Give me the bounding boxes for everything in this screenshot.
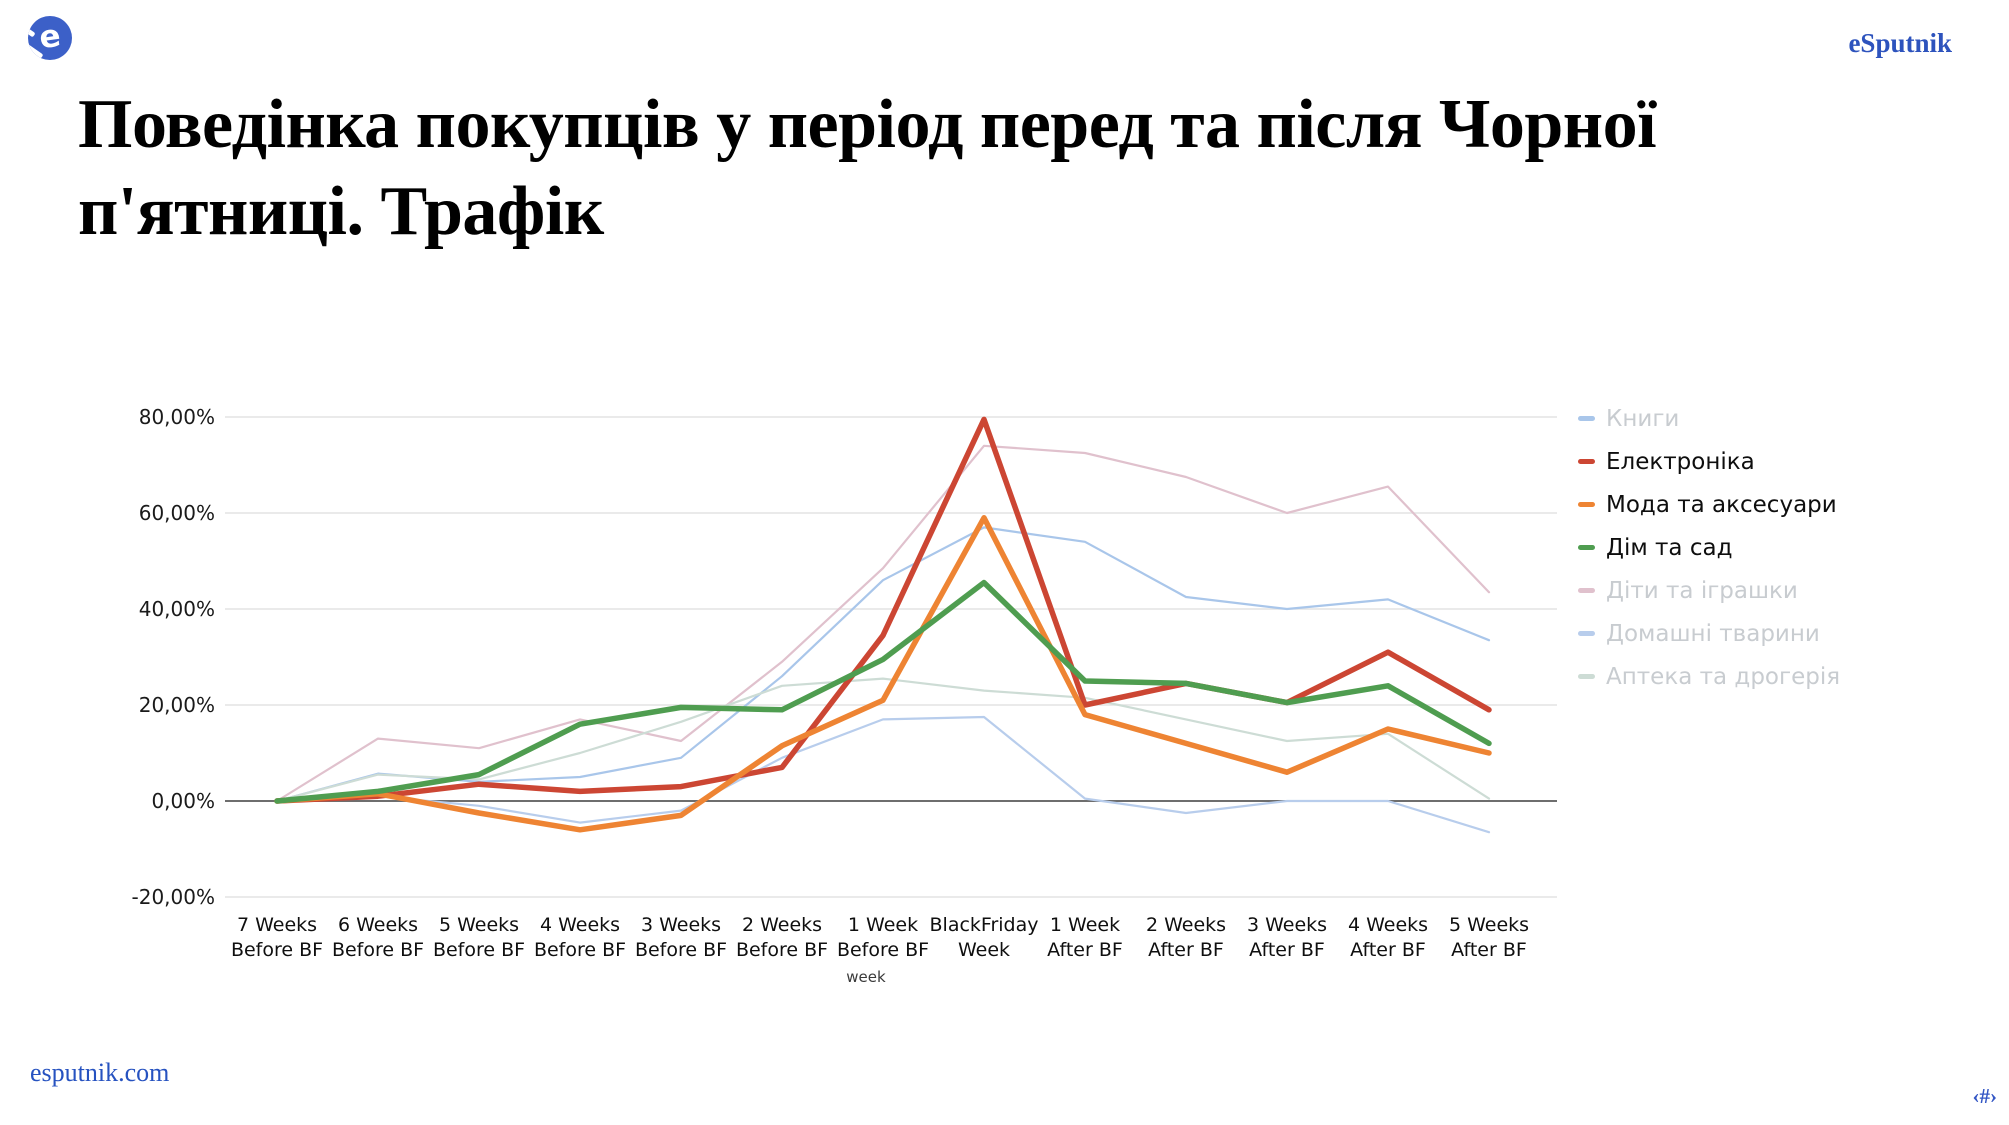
x-axis-tick-label: 4 Weeks After BF <box>1348 914 1428 961</box>
legend-dash-icon <box>1578 459 1595 464</box>
x-axis-title: week <box>846 968 886 986</box>
x-axis-tick-label: 3 Weeks After BF <box>1247 914 1327 961</box>
x-axis-tick-label: 4 Weeks Before BF <box>534 914 626 961</box>
legend-item-label: Електроніка <box>1606 448 1755 475</box>
legend-item-label: Мода та аксесуари <box>1606 491 1837 518</box>
esputnik-logo-icon: e <box>28 16 72 60</box>
legend-item-7[interactable]: Аптека та дрогерія <box>1578 655 1840 698</box>
y-axis-tick-label: 20,00% <box>139 693 215 717</box>
series-line-7 <box>275 677 1491 803</box>
x-axis-tick-label: 5 Weeks After BF <box>1449 914 1529 961</box>
series-line-4 <box>274 579 1492 804</box>
series-line-2 <box>274 416 1492 804</box>
legend-dash-icon <box>1578 674 1595 679</box>
legend-item-1[interactable]: Книги <box>1578 397 1840 440</box>
legend-dash-icon <box>1578 631 1595 636</box>
legend-item-4[interactable]: Дім та сад <box>1578 526 1840 569</box>
slide-number-placeholder: ‹#› <box>1972 1084 1998 1108</box>
y-axis-tick-label: 60,00% <box>139 501 215 525</box>
legend-dash-icon <box>1578 502 1595 507</box>
x-axis-tick-label: 2 Weeks Before BF <box>736 914 828 961</box>
legend-item-2[interactable]: Електроніка <box>1578 440 1840 483</box>
legend-dash-icon <box>1578 416 1595 421</box>
series-line-5 <box>275 444 1491 803</box>
slide-title-line-2: п'ятниці. Трафік <box>78 172 604 250</box>
logo-letter: e <box>36 17 63 56</box>
y-axis-tick-label: 0,00% <box>151 789 215 813</box>
slide-title-line-1: Поведінка покупців у період перед та піс… <box>78 86 1657 163</box>
traffic-line-chart: 80,00% 60,00% 40,00% 20,00% 0,00% -20,00% 7 We… <box>132 405 1557 986</box>
y-axis-tick-label: -20,00% <box>132 885 215 909</box>
legend-item-label: Діти та іграшки <box>1606 577 1798 604</box>
legend-item-label: Домашні тварини <box>1606 620 1820 647</box>
y-axis-tick-label: 80,00% <box>139 405 215 429</box>
x-axis-tick-label: BlackFriday Week <box>930 914 1039 961</box>
legend-item-5[interactable]: Діти та іграшки <box>1578 569 1840 612</box>
legend-item-label: Дім та сад <box>1606 534 1733 561</box>
x-axis-tick-label: 5 Weeks Before BF <box>433 914 525 961</box>
chart-legend: Книги Електроніка Мода та аксесуари Дім та … <box>1578 397 1840 698</box>
legend-item-3[interactable]: Мода та аксесуари <box>1578 483 1840 526</box>
x-axis-tick-label: 3 Weeks Before BF <box>635 914 727 961</box>
x-axis-tick-label: 7 Weeks Before BF <box>231 914 323 961</box>
x-axis-tick-label: 1 Week Before BF <box>837 914 929 961</box>
legend-item-label: Аптека та дрогерія <box>1606 663 1841 690</box>
slide-title: Поведінка покупців у період перед та піс… <box>78 82 1698 256</box>
y-axis-tick-label: 40,00% <box>139 597 215 621</box>
site-link[interactable]: esputnik.com <box>30 1058 170 1087</box>
series-line-3 <box>274 515 1492 833</box>
series-line-6 <box>275 715 1491 834</box>
brand-name: eSputnik <box>1848 28 1952 58</box>
x-axis-tick-label: 2 Weeks After BF <box>1146 914 1226 961</box>
x-axis-tick-label: 6 Weeks Before BF <box>332 914 424 961</box>
x-axis-tick-label: 1 Week After BF <box>1047 914 1123 961</box>
legend-dash-icon <box>1578 545 1595 550</box>
legend-dash-icon <box>1578 588 1595 593</box>
legend-item-label: Книги <box>1606 405 1680 432</box>
legend-item-6[interactable]: Домашні тварини <box>1578 612 1840 655</box>
